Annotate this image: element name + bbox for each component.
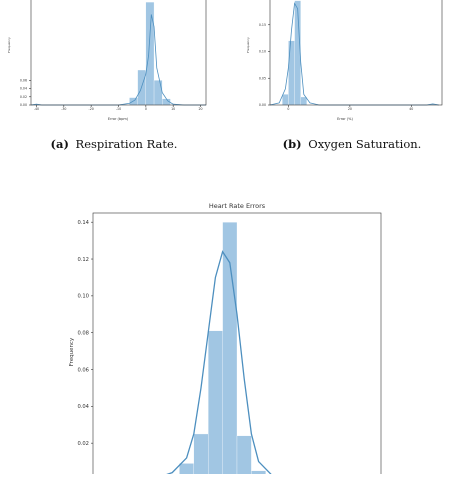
- plot-frame: [31, 0, 206, 105]
- histogram-bar: [154, 80, 162, 105]
- x-tick-label: 10: [171, 107, 175, 111]
- x-tick-label: 40: [409, 107, 413, 111]
- y-tick-label: 0.00: [259, 103, 266, 107]
- histogram-bar: [208, 331, 222, 474]
- histogram-bar: [146, 2, 154, 105]
- histogram-bar: [301, 97, 307, 105]
- caption-b-tag: (b): [283, 137, 302, 151]
- y-tick-label: 0.12: [77, 257, 89, 263]
- y-tick-label: 0.02: [20, 95, 27, 99]
- panel-a-xlabel: Error (bpm): [108, 117, 129, 121]
- histogram-bar: [179, 463, 193, 474]
- svg-text:(a) Respiration Rate.: (a) Respiration Rate.: [51, 137, 178, 151]
- y-tick-label: 0.10: [77, 294, 89, 300]
- histogram-bars: [129, 2, 170, 105]
- histogram-bar: [223, 222, 237, 474]
- y-tick-label: 0.04: [77, 404, 89, 410]
- histogram-bar: [194, 434, 208, 474]
- y-tick-label: 0.06: [77, 367, 89, 373]
- x-tick-label: 20: [199, 107, 203, 111]
- histogram-bars: [179, 222, 265, 474]
- caption-b-text: Oxygen Saturation.: [308, 137, 421, 151]
- panel-heart-rate: Heart Rate Errors Frequency 0.02 0.04 0.06…: [69, 202, 381, 474]
- x-tick-label: -20: [89, 107, 94, 111]
- y-tick-label: 0.05: [259, 76, 266, 80]
- y-tick-label: 0.00: [20, 103, 27, 107]
- caption-a-tag: (a): [51, 137, 69, 151]
- histogram-bar: [237, 436, 251, 474]
- caption-a-text: Respiration Rate.: [76, 137, 178, 151]
- caption-a: (a) Respiration Rate.: [51, 137, 178, 151]
- panel-oxygen-saturation: Frequency Error (%) 0.000.050.100.150.20…: [246, 0, 442, 121]
- panel-b-xlabel: Error (%): [337, 117, 353, 121]
- caption-b: (b) Oxygen Saturation.: [283, 137, 422, 151]
- panel-b-ylabel: Frequency: [246, 37, 250, 53]
- y-tick-label: 0.14: [77, 220, 89, 226]
- x-tick-label: -40: [34, 107, 39, 111]
- svg-text:(b) Oxygen Saturation.: (b) Oxygen Saturation.: [283, 137, 422, 151]
- x-tick-label: -30: [61, 107, 66, 111]
- y-tick-label: 0.15: [259, 23, 266, 27]
- y-tick-label: 0.06: [20, 78, 27, 82]
- panel-c-ylabel: Frequency: [69, 337, 75, 366]
- y-tick-label: 0.08: [77, 331, 89, 337]
- y-tick-label: 0.10: [259, 50, 266, 54]
- x-tick-label: -10: [116, 107, 121, 111]
- y-tick-label: 0.04: [20, 87, 27, 91]
- x-tick-label: 0: [287, 107, 289, 111]
- panel-c-title: Heart Rate Errors: [209, 202, 266, 210]
- x-tick-label: 20: [348, 107, 352, 111]
- histogram-bar: [288, 41, 294, 105]
- y-tick-label: 0.02: [77, 441, 89, 447]
- density-curve: [31, 14, 206, 105]
- x-tick-label: 0: [145, 107, 147, 111]
- histogram-bar: [282, 94, 288, 105]
- panel-respiration-rate: Frequency Error (bpm) 0.00 0.02 0.04 0.06 -4…: [7, 0, 206, 121]
- panel-a-ylabel: Frequency: [7, 37, 11, 53]
